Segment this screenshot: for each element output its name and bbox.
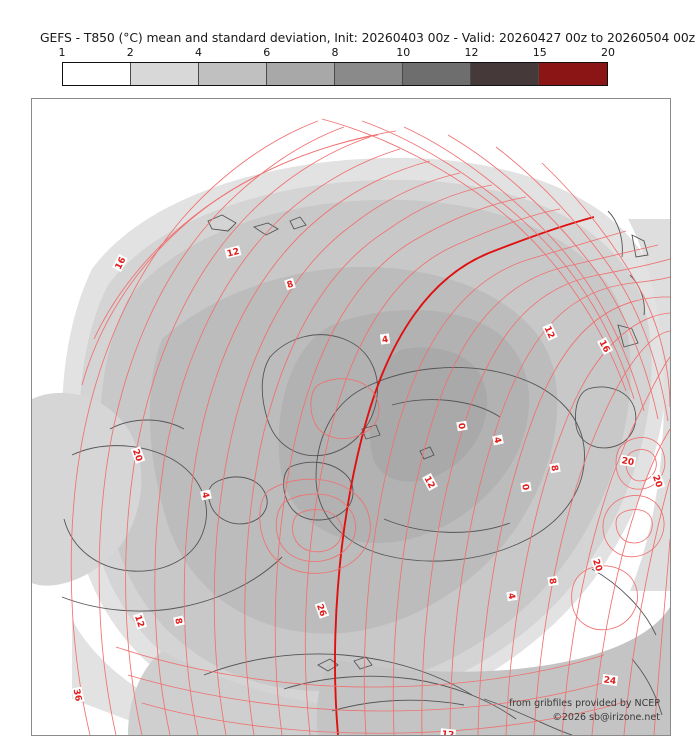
svg-text:8: 8 bbox=[548, 464, 559, 472]
svg-text:4: 4 bbox=[505, 592, 516, 600]
svg-text:20: 20 bbox=[650, 474, 664, 489]
contour-label: 4 bbox=[491, 434, 504, 446]
colorbar: 1 2 4 6 8 10 12 15 20 bbox=[59, 46, 615, 86]
contour-label: 12 bbox=[542, 323, 558, 341]
contour-label: 20 bbox=[590, 556, 606, 574]
page-title: GEFS - T850 (°C) mean and standard devia… bbox=[40, 30, 696, 45]
colorbar-tick-12: 12 bbox=[464, 46, 479, 59]
contour-map[interactable]: 1612841216200420412020820841282436121620… bbox=[32, 99, 670, 735]
sd-band-10-12 bbox=[369, 347, 488, 482]
colorbar-tick-10: 10 bbox=[396, 46, 411, 59]
contour-label: 0 bbox=[519, 481, 532, 493]
colorbar-tick-15: 15 bbox=[532, 46, 547, 59]
svg-text:12: 12 bbox=[542, 325, 556, 341]
svg-text:4: 4 bbox=[199, 491, 210, 499]
contour-label: 24 bbox=[601, 674, 619, 687]
svg-text:8: 8 bbox=[286, 280, 295, 291]
source-credit: from gribfiles provided by NCEP bbox=[508, 698, 660, 709]
contour-labels-layer: 1612841216200420412020820841282436121620… bbox=[71, 245, 666, 735]
sd-band-lower-left bbox=[32, 392, 142, 586]
contour-label: 0 bbox=[455, 420, 468, 432]
contour-label: 12 bbox=[132, 612, 148, 630]
contour-label: 8 bbox=[284, 277, 296, 291]
svg-text:0: 0 bbox=[455, 422, 466, 430]
contour-label: 8 bbox=[548, 462, 561, 474]
contour-zero-line bbox=[334, 216, 595, 735]
copyright-credit: ©2026 sb@irizone.net bbox=[552, 712, 660, 723]
colorbar-tick-4: 4 bbox=[195, 46, 202, 59]
colorbar-tick-2: 2 bbox=[126, 46, 134, 59]
contour-label: 4 bbox=[505, 590, 518, 602]
svg-text:12: 12 bbox=[226, 247, 241, 260]
svg-text:20: 20 bbox=[621, 456, 635, 468]
contour-label: 36 bbox=[71, 686, 85, 704]
contour-label: 20 bbox=[130, 446, 146, 464]
svg-text:4: 4 bbox=[491, 436, 502, 444]
colorbar-segment-4 bbox=[335, 63, 403, 85]
contour-label: 26 bbox=[314, 601, 330, 619]
svg-text:20: 20 bbox=[590, 558, 603, 573]
svg-text:26: 26 bbox=[314, 603, 328, 618]
contour-label: 8 bbox=[172, 615, 185, 627]
contour-label: 20 bbox=[619, 454, 637, 468]
svg-text:20: 20 bbox=[130, 448, 144, 463]
colorbar-segment-3 bbox=[267, 63, 335, 85]
svg-text:36: 36 bbox=[71, 688, 83, 702]
contour-label: 4 bbox=[199, 489, 212, 501]
svg-text:0: 0 bbox=[519, 483, 530, 491]
colorbar-segment-2 bbox=[199, 63, 267, 85]
colorbar-tick-labels: 1 2 4 6 8 10 12 15 20 bbox=[58, 46, 616, 60]
colorbar-tick-20: 20 bbox=[601, 46, 615, 59]
map-frame[interactable]: 1612841216200420412020820841282436121620… bbox=[31, 98, 671, 736]
sd-band-right-edge bbox=[628, 219, 670, 591]
colorbar-tick-8: 8 bbox=[331, 46, 339, 59]
colorbar-segment-7 bbox=[539, 63, 607, 85]
svg-text:12: 12 bbox=[441, 730, 455, 735]
colorbar-segment-0 bbox=[63, 63, 131, 85]
contour-label: 12 bbox=[224, 245, 242, 260]
svg-text:4: 4 bbox=[381, 335, 389, 346]
colorbar-swatches bbox=[62, 62, 608, 86]
svg-text:24: 24 bbox=[603, 675, 617, 687]
svg-text:8: 8 bbox=[172, 617, 183, 625]
svg-text:12: 12 bbox=[132, 614, 145, 629]
contour-label: 20 bbox=[650, 472, 666, 490]
colorbar-tick-6: 6 bbox=[263, 46, 271, 59]
colorbar-tick-1: 1 bbox=[58, 46, 66, 59]
colorbar-segment-5 bbox=[403, 63, 471, 85]
svg-text:8: 8 bbox=[546, 577, 557, 585]
colorbar-segment-6 bbox=[471, 63, 539, 85]
contour-label: 4 bbox=[379, 333, 391, 346]
sd-band-bottom-right bbox=[316, 607, 670, 735]
contour-label: 8 bbox=[546, 575, 559, 587]
colorbar-segment-1 bbox=[131, 63, 199, 85]
contour-label: 12 bbox=[440, 728, 456, 735]
